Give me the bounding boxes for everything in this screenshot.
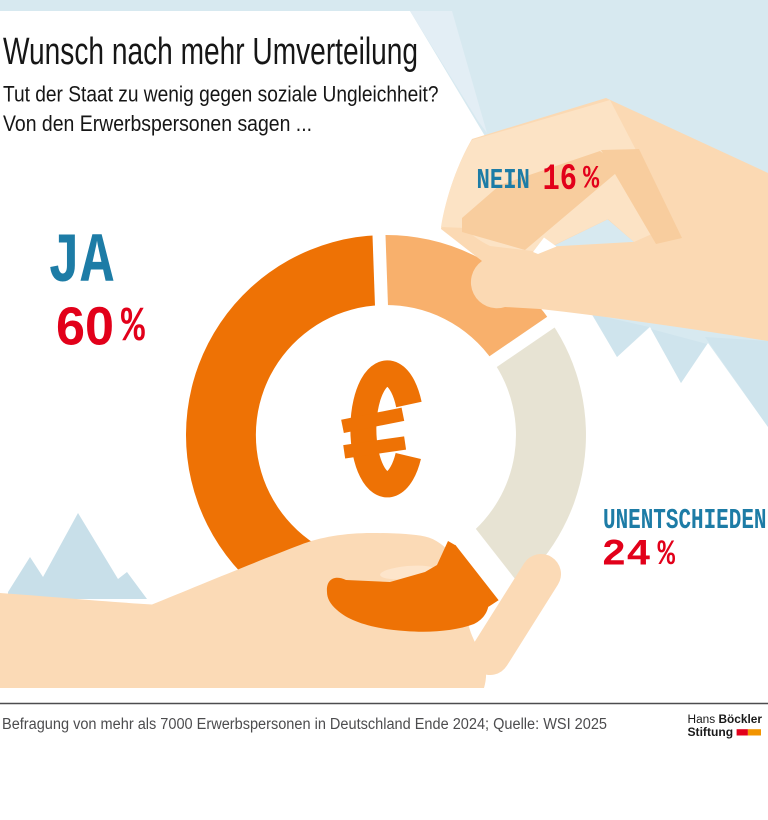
svg-text:Von den Erwerbspersonen sagen: Von den Erwerbspersonen sagen ... <box>3 111 312 136</box>
svg-text:UNENTSCHIEDEN: UNENTSCHIEDEN <box>603 504 767 537</box>
svg-text:24: 24 <box>602 535 651 577</box>
svg-text:%: % <box>121 299 145 355</box>
svg-text:Befragung von mehr als 7000 Er: Befragung von mehr als 7000 Erwerbsperso… <box>2 716 607 733</box>
svg-text:60: 60 <box>56 297 114 357</box>
svg-text:16: 16 <box>543 159 578 201</box>
svg-text:Stiftung: Stiftung <box>688 727 734 739</box>
svg-text:Hans Böckler: Hans Böckler <box>688 714 763 726</box>
svg-text:Wunsch nach mehr Umverteilung: Wunsch nach mehr Umverteilung <box>3 30 418 72</box>
svg-text:%: % <box>658 536 676 575</box>
svg-text:NEIN: NEIN <box>477 164 530 197</box>
svg-text:JA: JA <box>48 223 115 303</box>
svg-text:%: % <box>583 161 599 198</box>
svg-text:Tut der Staat zu wenig gegen s: Tut der Staat zu wenig gegen soziale Ung… <box>3 82 439 107</box>
